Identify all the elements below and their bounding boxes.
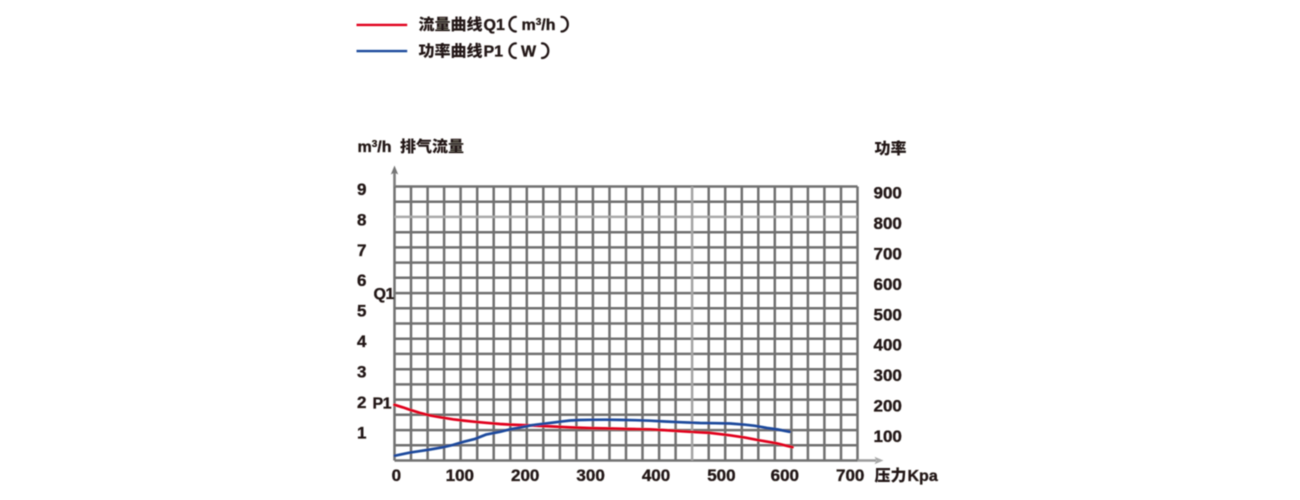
svg-text:700: 700: [836, 466, 864, 485]
svg-text:9: 9: [357, 180, 366, 199]
svg-text:400: 400: [874, 336, 902, 355]
svg-text:0: 0: [392, 466, 401, 485]
svg-text:3: 3: [357, 363, 366, 382]
svg-text:1: 1: [357, 424, 366, 443]
svg-text:8: 8: [357, 210, 366, 229]
svg-text:P1: P1: [373, 396, 392, 413]
svg-text:200: 200: [874, 397, 902, 416]
svg-text:400: 400: [642, 466, 670, 485]
svg-text:300: 300: [874, 366, 902, 385]
svg-text:600: 600: [771, 466, 799, 485]
svg-text:500: 500: [874, 305, 902, 324]
svg-text:100: 100: [874, 427, 902, 446]
svg-text:700: 700: [874, 244, 902, 263]
svg-text:500: 500: [707, 466, 735, 485]
svg-text:300: 300: [576, 466, 604, 485]
svg-text:5: 5: [357, 302, 366, 321]
svg-text:7: 7: [357, 241, 366, 260]
svg-text:Kpa: Kpa: [908, 468, 938, 485]
svg-text:2: 2: [357, 393, 366, 412]
svg-text:900: 900: [874, 184, 902, 203]
svg-text:600: 600: [874, 275, 902, 294]
svg-text:800: 800: [874, 214, 902, 233]
svg-text:4: 4: [357, 332, 367, 351]
svg-text:m3/h: m3/h: [358, 139, 392, 156]
svg-text:Q1: Q1: [484, 17, 505, 34]
svg-text:200: 200: [511, 466, 539, 485]
svg-text:P1: P1: [484, 44, 504, 61]
svg-text:6: 6: [357, 271, 366, 290]
svg-text:W: W: [521, 44, 537, 61]
svg-text:m3/h: m3/h: [522, 17, 556, 34]
svg-text:100: 100: [446, 466, 474, 485]
svg-text:Q1: Q1: [374, 286, 395, 303]
